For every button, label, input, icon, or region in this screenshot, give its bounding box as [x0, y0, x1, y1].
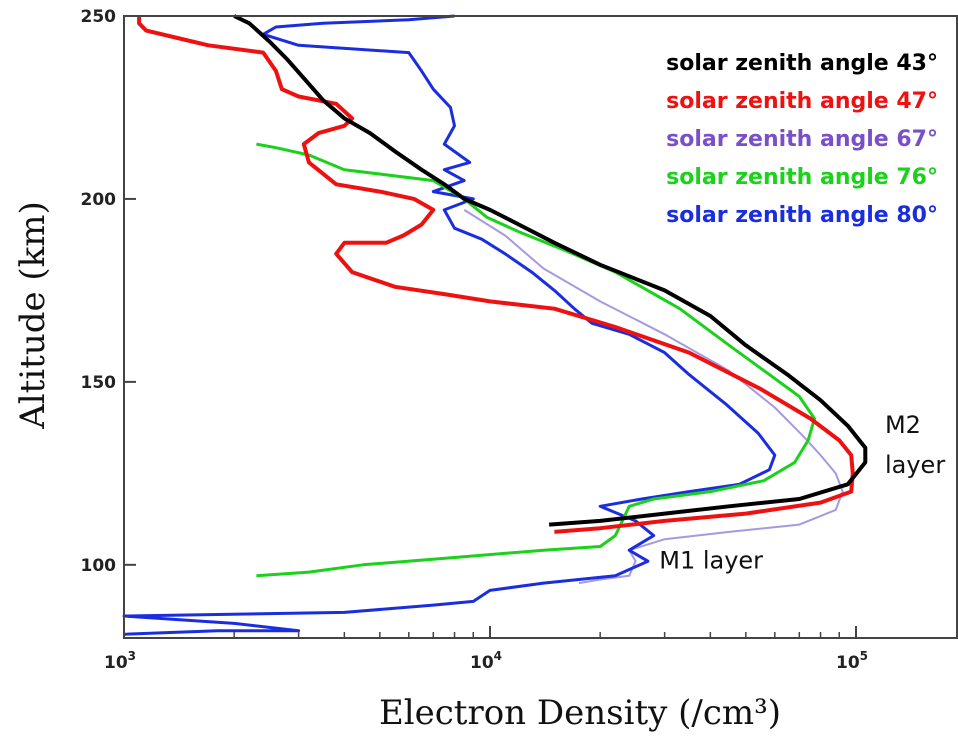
x-ticks: 103 104 105	[104, 626, 868, 673]
legend-item-sza43: solar zenith angle 43°	[666, 51, 938, 76]
y-tick-label: 150	[81, 373, 117, 393]
legend-item-sza47: solar zenith angle 47°	[666, 89, 938, 114]
y-tick-label: 200	[81, 190, 117, 210]
annotation-m1-layer: M1 layer	[659, 546, 763, 574]
x-axis-title: Electron Density (/cm³)	[379, 693, 781, 733]
y-ticks: 100 150 200 250	[81, 7, 137, 576]
y-tick-label: 250	[81, 7, 117, 27]
annotation-m2-layer: M2 layer	[885, 411, 945, 479]
legend-item-sza80: solar zenith angle 80°	[666, 203, 938, 228]
x-tick-label: 104	[470, 649, 502, 673]
legend-item-sza67: solar zenith angle 67°	[666, 127, 938, 152]
legend-item-sza76: solar zenith angle 76°	[666, 165, 938, 190]
x-tick-label: 103	[104, 649, 136, 673]
y-tick-label: 100	[81, 556, 117, 576]
y-axis-title: Altitude (km)	[13, 201, 53, 430]
legend: solar zenith angle 43° solar zenith angle…	[666, 51, 938, 228]
x-tick-label: 105	[836, 649, 868, 673]
